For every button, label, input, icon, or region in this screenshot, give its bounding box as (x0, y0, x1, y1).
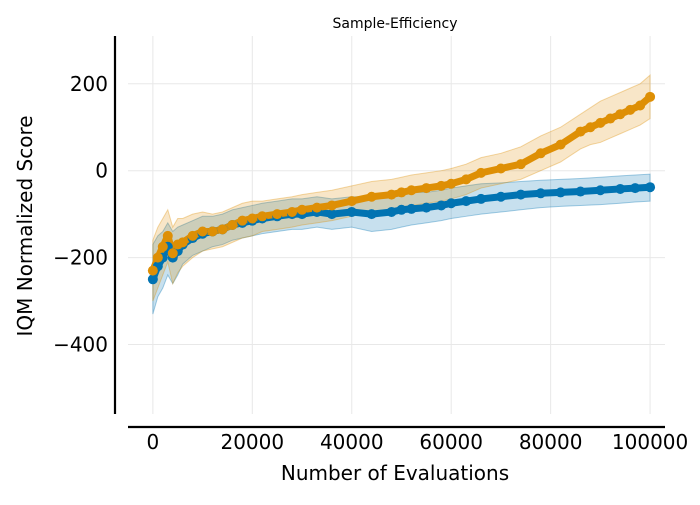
series-0-point (386, 206, 397, 217)
x-tick-label: 80000 (519, 430, 583, 454)
series-1-point (207, 226, 218, 237)
series-1-point (272, 209, 283, 220)
series-0-point (326, 209, 337, 220)
series-0-point (615, 183, 626, 194)
x-tick-label: 20000 (220, 430, 284, 454)
series-0-point (495, 191, 506, 202)
series-1-point (495, 163, 506, 174)
series-1-point (585, 122, 596, 133)
series-1-point (535, 148, 546, 159)
y-tick-labels: 200 0 −200 −400 (53, 72, 108, 357)
series-1-point (287, 206, 298, 217)
series-1-point (386, 189, 397, 200)
y-tick-label: −200 (53, 246, 108, 270)
series-0-point (515, 189, 526, 200)
series-1-point (311, 202, 322, 213)
series-1-point (227, 220, 238, 230)
series-1-point (187, 230, 198, 241)
series-1-point (147, 265, 158, 276)
series-0-point (147, 274, 158, 285)
x-tick-label: 100000 (612, 430, 688, 454)
series-0-point (595, 185, 606, 196)
series-0-point (446, 198, 457, 209)
series-1-point (366, 191, 377, 202)
series-1-point (217, 224, 228, 235)
series-0-point (535, 188, 546, 199)
series-1-point (615, 109, 626, 120)
series-1-point (635, 100, 646, 111)
series-1-point (555, 139, 566, 150)
x-tick-labels: 0 20000 40000 60000 80000 100000 (146, 430, 688, 454)
series-0-point (421, 202, 432, 213)
x-tick-label: 40000 (320, 430, 384, 454)
series-1-point (346, 196, 357, 207)
series-1-point (406, 185, 417, 196)
series-0-point (366, 209, 377, 220)
y-tick-label: 0 (95, 159, 108, 183)
series-1-point (237, 215, 248, 226)
series-1-point (575, 126, 586, 137)
y-tick-label: −400 (53, 332, 108, 356)
x-tick-label: 0 (146, 430, 159, 454)
series-1-point (247, 213, 258, 224)
series-1-point (625, 104, 636, 115)
series-0-point (630, 183, 641, 194)
x-axis-title: Number of Evaluations (281, 461, 509, 485)
chart-title: Sample-Efficiency (333, 16, 458, 32)
series-1-point (197, 226, 208, 237)
series-1-point (326, 200, 337, 211)
series-1-point (605, 113, 616, 124)
series-1-point (152, 252, 163, 263)
series-0-point (346, 206, 357, 217)
series-1-point (396, 187, 407, 198)
series-1-point (595, 117, 606, 128)
series-0-point (555, 187, 566, 198)
series-1-point (297, 204, 308, 215)
series-1-point (162, 230, 173, 241)
series-1-point (446, 178, 457, 189)
series-1-point (167, 248, 178, 259)
y-tick-label: 200 (70, 72, 108, 96)
series-0-point (406, 203, 417, 214)
series-0-point (645, 182, 656, 193)
series-1-point (476, 167, 487, 178)
series-1-point (461, 174, 472, 185)
series-1-point (157, 241, 168, 252)
series-1-point (515, 159, 526, 170)
series-0-point (396, 204, 407, 215)
series-markers (147, 91, 656, 285)
series-0-point (476, 193, 487, 204)
series-1-point (645, 91, 656, 102)
series-0-point (461, 196, 472, 207)
series-0-point (575, 186, 586, 197)
series-1-point (257, 211, 268, 222)
series-1-point (436, 180, 447, 191)
series-0-point (436, 200, 447, 211)
x-tick-label: 60000 (419, 430, 483, 454)
series-1-point (177, 237, 188, 248)
y-axis-title: IQM Normalized Score (13, 115, 37, 336)
series-1-point (421, 183, 432, 194)
